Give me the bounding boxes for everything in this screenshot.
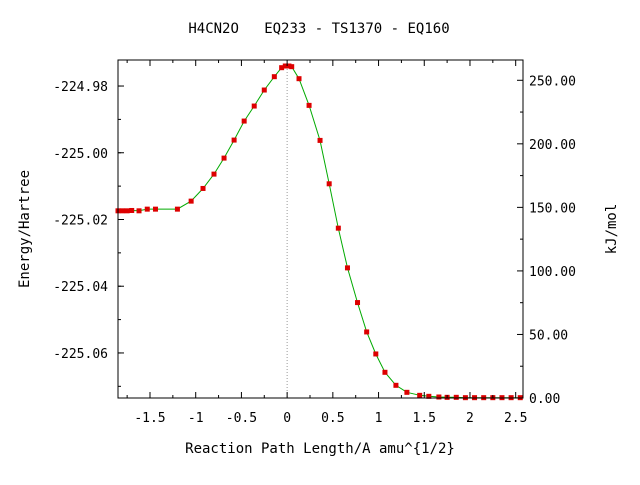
data-point xyxy=(453,394,459,400)
data-point xyxy=(144,206,150,212)
data-point xyxy=(335,225,341,231)
y-tick-label: -224.98 xyxy=(53,80,108,95)
x-tick-label: 2 xyxy=(466,411,474,426)
data-point xyxy=(417,392,423,398)
data-point xyxy=(129,207,135,213)
data-point xyxy=(241,118,247,124)
data-point xyxy=(426,393,432,399)
data-point xyxy=(251,103,257,109)
series-line xyxy=(118,65,521,399)
data-point xyxy=(404,389,410,395)
x-tick-label: -1 xyxy=(188,411,204,426)
data-point xyxy=(152,206,158,212)
axis-layer: -1.5 -1 -0.5 0 0.5 1 1.5 2 2.5 -224.98 -225.00 -225… xyxy=(53,60,576,426)
data-point xyxy=(231,137,237,143)
x-tick-label: -0.5 xyxy=(226,411,257,426)
x-tick-label: 2.5 xyxy=(504,411,527,426)
x-tick-label: 0 xyxy=(283,411,291,426)
data-point xyxy=(355,300,361,306)
data-point xyxy=(136,208,142,214)
data-point xyxy=(120,208,126,214)
series-layer xyxy=(115,63,523,401)
data-point xyxy=(317,137,323,143)
y2-tick-label: 50.00 xyxy=(529,328,568,343)
data-point xyxy=(373,351,379,357)
data-point xyxy=(261,87,267,93)
data-point xyxy=(344,265,350,271)
data-point xyxy=(436,394,442,400)
data-point xyxy=(326,181,332,187)
y2-tick-label: 0.00 xyxy=(529,392,560,407)
x-tick-label: 0.5 xyxy=(321,411,344,426)
data-point xyxy=(211,171,217,177)
x-axis-label: Reaction Path Length/A amu^{1/2} xyxy=(185,441,455,457)
data-point xyxy=(271,74,277,80)
data-point xyxy=(174,206,180,212)
x-tick-label: 1.5 xyxy=(413,411,436,426)
plot-frame xyxy=(117,59,524,399)
data-point xyxy=(286,63,292,69)
y2-tick-label: 150.00 xyxy=(529,201,576,216)
data-point xyxy=(200,185,206,191)
data-point xyxy=(221,155,227,161)
x-tick-label: -1.5 xyxy=(134,411,165,426)
chart-title: H4CN2O EQ233 - TS1370 - EQ160 xyxy=(188,21,449,37)
data-point xyxy=(382,369,388,375)
y-axis-label: Energy/Hartree xyxy=(17,170,33,288)
data-point xyxy=(364,329,370,335)
y2-tick-label: 200.00 xyxy=(529,138,576,153)
data-point xyxy=(124,208,130,214)
y2-axis-label: kJ/mol xyxy=(604,204,620,255)
y2-tick-label: 250.00 xyxy=(529,74,576,89)
data-point xyxy=(279,65,285,71)
data-point xyxy=(289,64,295,70)
y2-tick-label: 100.00 xyxy=(529,265,576,280)
y-tick-label: -225.02 xyxy=(53,213,108,228)
y-tick-label: -225.00 xyxy=(53,147,108,162)
data-point xyxy=(188,198,194,204)
data-point xyxy=(296,76,302,82)
x-tick-label: 1 xyxy=(375,411,383,426)
data-point xyxy=(393,382,399,388)
data-point xyxy=(306,102,312,108)
y-tick-label: -225.06 xyxy=(53,347,108,362)
y-tick-label: -225.04 xyxy=(53,280,108,295)
